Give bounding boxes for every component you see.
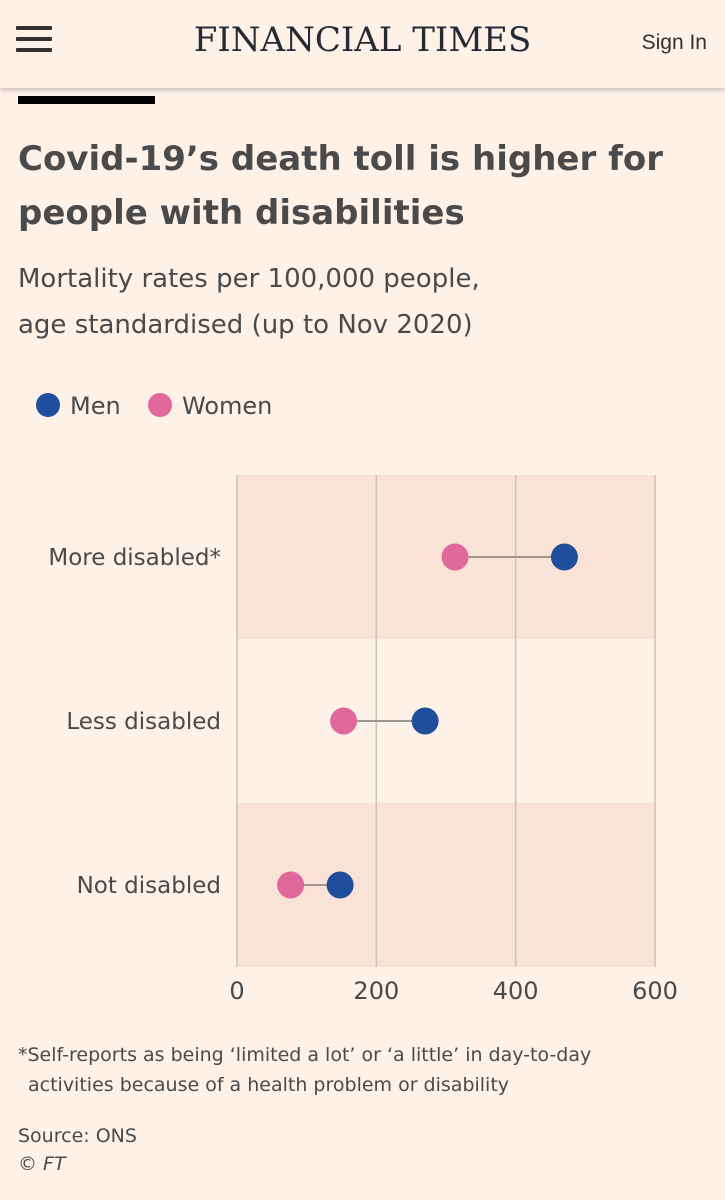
dumbbell-chart: 0 200 400 600 More disabled* Less disabled Not…: [48, 475, 678, 1005]
data-point-women: [330, 707, 358, 735]
copyright-text: © FT: [18, 1153, 66, 1175]
category-label: More disabled*: [48, 545, 221, 571]
x-tick-label: 600: [632, 977, 678, 1005]
hamburger-menu-icon[interactable]: [16, 26, 52, 52]
footnote-line-2: activities because of a health problem o…: [28, 1074, 510, 1096]
legend-label-women: Women: [182, 392, 273, 420]
x-tick-label: 400: [493, 977, 539, 1005]
brand-logo[interactable]: FINANCIAL TIMES: [193, 20, 532, 60]
site-header: FINANCIAL TIMES Sign In: [0, 0, 725, 88]
subtitle-line-1: Mortality rates per 100,000 people,: [18, 264, 480, 294]
category-label: Less disabled: [66, 709, 221, 735]
chart-title: Covid-19’s death toll is higher for peop…: [18, 139, 663, 233]
chart-subtitle: Mortality rates per 100,000 people, age …: [18, 256, 698, 348]
source-text: Source: ONS: [18, 1125, 137, 1147]
x-tick-label: 200: [353, 977, 399, 1005]
topic-rule: [18, 96, 155, 104]
legend-label-men: Men: [70, 392, 121, 420]
menu-bar: [16, 26, 52, 30]
subtitle-line-2: age standardised (up to Nov 2020): [18, 310, 473, 340]
chart-footnote: *Self-reports as being ‘limited a lot’ o…: [18, 1040, 708, 1100]
data-point-women: [277, 871, 305, 899]
menu-bar: [16, 48, 52, 52]
legend-item-women: Women: [148, 392, 272, 420]
data-point-women: [441, 543, 469, 571]
category-label: Not disabled: [77, 873, 221, 899]
data-point-men: [411, 707, 439, 735]
legend-item-men: Men: [36, 392, 121, 420]
legend-dot-men: [36, 393, 60, 417]
data-point-men: [326, 871, 354, 899]
menu-bar: [16, 37, 52, 41]
footnote-line-1: *Self-reports as being ‘limited a lot’ o…: [18, 1044, 592, 1066]
data-point-men: [550, 543, 578, 571]
x-tick-label: 0: [229, 977, 244, 1005]
chart-source: Source: ONS © FT: [18, 1122, 137, 1178]
legend-dot-women: [148, 393, 172, 417]
sign-in-link[interactable]: Sign In: [641, 31, 707, 54]
